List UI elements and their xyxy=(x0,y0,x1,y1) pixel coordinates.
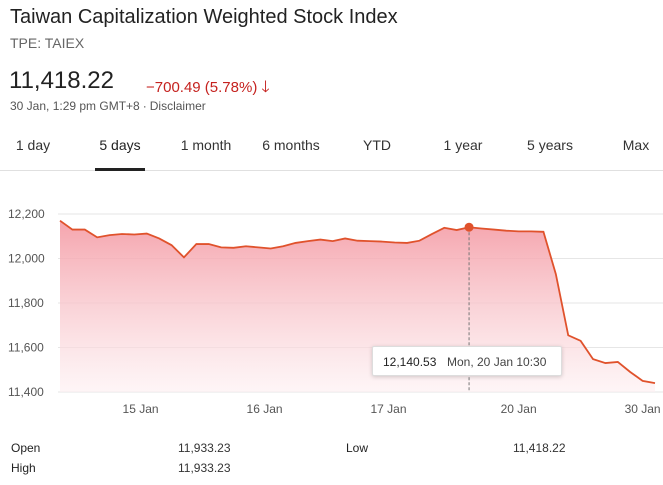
price-chart[interactable]: 12,200 12,000 11,800 11,600 11,400 15 Jan 16 J… xyxy=(0,172,663,422)
stat-low-label: Low xyxy=(346,441,369,455)
quote-meta: 30 Jan, 1:29 pm GMT+8 · Disclaimer xyxy=(10,99,206,113)
stat-open-value: 11,933.23 xyxy=(178,441,231,455)
tab-max[interactable]: Max xyxy=(622,137,650,153)
y-tick-label: 11,800 xyxy=(8,296,44,310)
stat-high-value: 11,933.23 xyxy=(178,461,231,475)
tooltip-date: Mon, 20 Jan 10:30 xyxy=(447,355,547,369)
quote-timestamp: 30 Jan, 1:29 pm GMT+8 xyxy=(10,99,140,113)
x-tick-label: 30 Jan xyxy=(625,402,661,416)
tab-ytd[interactable]: YTD xyxy=(363,137,391,153)
price-change: −700.49 (5.78%) 🡓 xyxy=(146,76,270,103)
tab-1-year[interactable]: 1 year xyxy=(443,137,483,153)
stat-open-label: Open xyxy=(11,441,41,455)
x-tick-label: 20 Jan xyxy=(501,402,537,416)
chart-area xyxy=(60,220,655,392)
meta-separator: · xyxy=(142,99,147,113)
disclaimer-link[interactable]: Disclaimer xyxy=(149,99,206,113)
y-tick-label: 11,400 xyxy=(8,385,44,399)
price-change-value: −700.49 (5.78%) xyxy=(146,79,258,96)
arrow-down-icon: 🡓 xyxy=(261,79,270,96)
tab-6-months[interactable]: 6 months xyxy=(262,137,320,153)
series-line xyxy=(59,219,656,384)
price-chart-svg: 12,200 12,000 11,800 11,600 11,400 15 Jan 16 J… xyxy=(8,207,663,416)
page-title: Taiwan Capitalization Weighted Stock Ind… xyxy=(10,6,398,28)
tab-1-day[interactable]: 1 day xyxy=(15,137,51,153)
tab-5-years[interactable]: 5 years xyxy=(527,137,573,153)
y-tick-label: 12,200 xyxy=(8,207,45,221)
hover-point xyxy=(464,222,474,232)
current-price: 11,418.22 xyxy=(9,67,114,94)
chart-tooltip: 12,140.53 Mon, 20 Jan 10:30 xyxy=(372,346,562,376)
ticker-symbol: TPE: TAIEX xyxy=(10,35,85,51)
tab-5-days[interactable]: 5 days xyxy=(95,124,145,171)
x-tick-label: 15 Jan xyxy=(123,402,159,416)
stat-high-label: High xyxy=(11,461,36,475)
tooltip-value: 12,140.53 xyxy=(383,355,437,369)
y-tick-label: 11,600 xyxy=(8,341,44,355)
x-tick-label: 17 Jan xyxy=(370,402,406,416)
tab-1-month[interactable]: 1 month xyxy=(180,137,232,153)
stat-low-value: 11,418.22 xyxy=(513,441,566,455)
y-tick-label: 12,000 xyxy=(8,252,45,266)
range-tabs: 1 day 5 days 1 month 6 months YTD 1 year… xyxy=(0,124,663,171)
x-tick-label: 16 Jan xyxy=(247,402,283,416)
